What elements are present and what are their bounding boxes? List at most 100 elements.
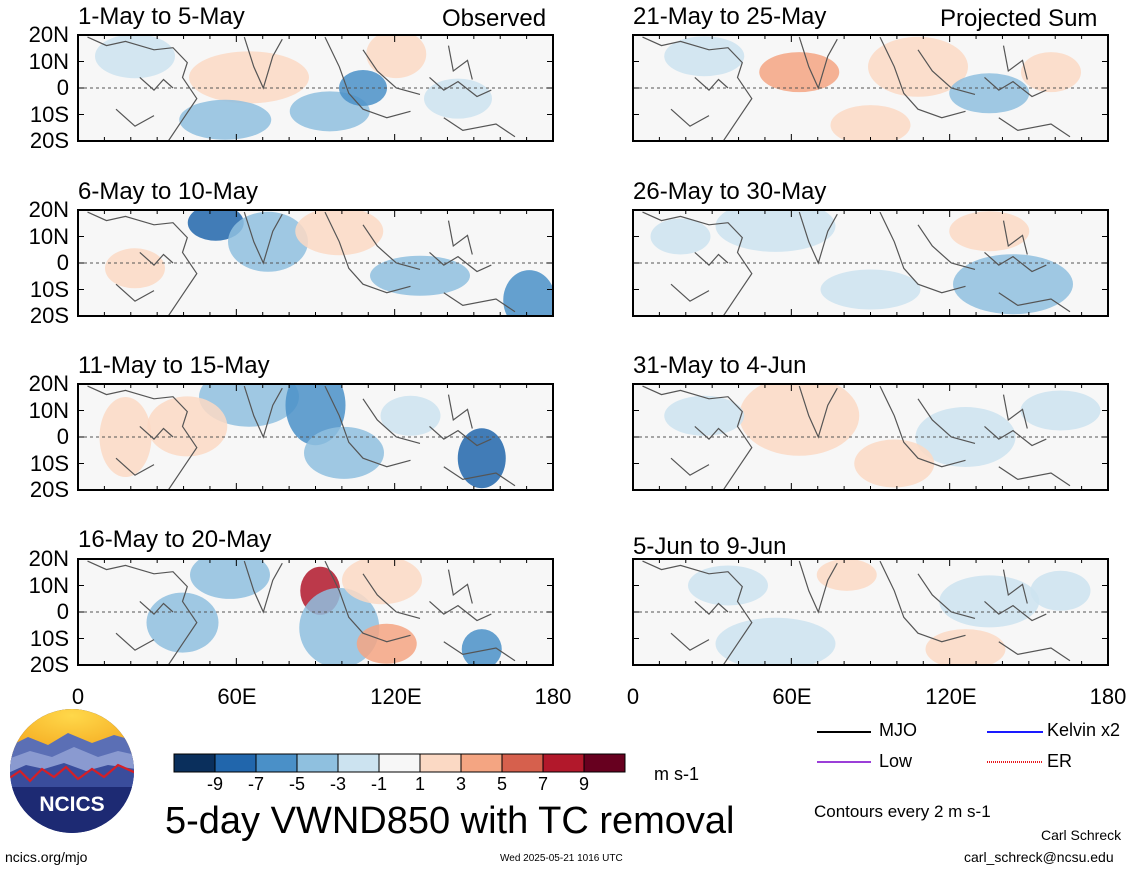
contours-note: Contours every 2 m s-1: [814, 802, 991, 821]
coastline: [642, 211, 1071, 316]
wind-anomaly-patch: [868, 36, 968, 97]
main-title: 5-day VWND850 with TC removal: [165, 800, 735, 842]
colorbar-label: -7: [247, 774, 264, 794]
colorbar-swatch: [173, 753, 216, 773]
wind-anomaly-patch: [339, 70, 387, 106]
colorbar-swatch: [583, 753, 626, 773]
panel-title-2: 6-May to 10-May: [78, 178, 259, 205]
map-panel-2: [77, 209, 554, 317]
wind-anomaly-patch: [370, 255, 470, 296]
footer-timestamp: Wed 2025-05-21 1016 UTC: [500, 853, 623, 864]
wind-anomaly-patch: [146, 592, 219, 653]
y-tick-label: 0: [56, 424, 69, 449]
map-panel-7: [632, 383, 1109, 491]
colorbar-swatch: [542, 753, 585, 773]
wind-anomaly-patch: [953, 254, 1073, 315]
colorbar: [173, 753, 626, 773]
y-tick-label: 10N: [28, 572, 69, 598]
map-panel-5: [632, 34, 1109, 142]
map-panel-1: [77, 34, 554, 142]
wind-anomaly-patch: [304, 426, 384, 479]
colorbar-label: -5: [288, 774, 305, 794]
y-tick-label: 20S: [29, 652, 69, 677]
colorbar-swatch: [460, 753, 503, 773]
x-tick-left-0: 0: [71, 684, 85, 709]
panel-title-7: 31-May to 4-Jun: [633, 352, 807, 379]
colorbar-swatch: [419, 753, 462, 773]
wind-anomaly-patch: [105, 248, 165, 289]
legend-label-kelvin: Kelvin x2: [1047, 720, 1121, 740]
wind-anomaly-patch: [179, 99, 272, 140]
footer-link[interactable]: ncics.org/mjo: [5, 849, 88, 865]
wind-anomaly-patch: [503, 270, 553, 316]
map-panel-6: [632, 209, 1109, 317]
panel-title-8: 5-Jun to 9-Jun: [633, 533, 787, 560]
wind-anomaly-patch: [424, 78, 492, 119]
y-tick-label: 0: [56, 75, 69, 100]
colorbar-label: -9: [206, 774, 223, 794]
y-tick-label: 20N: [28, 546, 69, 571]
coastline: [87, 211, 516, 316]
panel-tag-projected: Projected Sum: [940, 5, 1098, 32]
colorbar-label: 5: [496, 774, 507, 794]
wind-anomaly-patch: [366, 35, 427, 79]
colorbar-label: 9: [578, 774, 589, 794]
wind-anomaly-patch: [854, 439, 935, 488]
panel-title-5: 21-May to 25-May: [633, 3, 827, 30]
wind-anomaly-patch: [688, 565, 768, 606]
y-tick-label: 10S: [29, 625, 69, 651]
colorbar-swatch: [255, 753, 298, 773]
y-tick-label: 10N: [28, 397, 69, 423]
wind-anomaly-patch: [1021, 52, 1081, 93]
colorbar-swatch: [337, 753, 380, 773]
x-tick-right-120E: 120E: [925, 684, 977, 709]
coastline: [87, 385, 516, 490]
wind-anomaly-patch: [190, 559, 270, 599]
y-tick-label: 0: [56, 250, 69, 275]
coastline: [642, 36, 1071, 141]
y-tick-label: 0: [56, 599, 69, 624]
wind-anomaly-patch: [461, 629, 502, 665]
wind-anomaly-patch: [830, 105, 911, 141]
wind-anomaly-patch: [356, 623, 417, 664]
x-tick-left-180: 180: [534, 684, 572, 709]
y-tick-label: 20N: [28, 371, 69, 396]
y-tick-label: 10N: [28, 223, 69, 249]
logo-text: NCICS: [39, 793, 104, 816]
legend-lines: [817, 731, 1043, 763]
colorbar-label: 1: [414, 774, 425, 794]
legend-label-er: ER: [1047, 751, 1073, 771]
ncics-logo: NCICS: [10, 709, 134, 833]
wind-anomaly-patch: [99, 397, 152, 477]
coastline: [87, 36, 516, 141]
wind-anomaly-patch: [664, 395, 745, 436]
wind-anomaly-patch: [380, 395, 441, 436]
colorbar-swatch: [296, 753, 339, 773]
wind-anomaly-patch: [147, 396, 228, 457]
map-panel-3: [77, 383, 554, 491]
colorbar-swatch: [501, 753, 544, 773]
wind-anomaly-patch: [715, 210, 836, 252]
wind-anomaly-patch: [820, 269, 921, 310]
x-tick-right-180: 180: [1089, 684, 1127, 709]
panel-tag-observed: Observed: [442, 5, 547, 32]
legend-label-mjo: MJO: [879, 720, 917, 740]
wind-anomaly-patch: [650, 218, 711, 255]
footer-email[interactable]: carl_schreck@ncsu.edu: [964, 849, 1114, 865]
coastline: [642, 560, 1071, 665]
y-tick-label: 20N: [28, 22, 69, 47]
wind-anomaly-patch: [295, 210, 384, 256]
footer-author: Carl Schreck: [1041, 827, 1122, 843]
wind-anomaly-patch: [95, 35, 175, 79]
panel-title-1: 1-May to 5-May: [78, 3, 245, 30]
colorbar-label: 7: [537, 774, 548, 794]
wind-anomaly-patch: [816, 559, 877, 591]
y-tick-label: 20S: [29, 128, 69, 153]
coastline: [642, 385, 1071, 490]
y-tick-label: 10N: [28, 48, 69, 74]
y-tick-label: 20S: [29, 303, 69, 328]
map-panel-8: [632, 558, 1109, 666]
y-tick-label: 20S: [29, 477, 69, 502]
wind-anomaly-patch: [949, 73, 1030, 114]
